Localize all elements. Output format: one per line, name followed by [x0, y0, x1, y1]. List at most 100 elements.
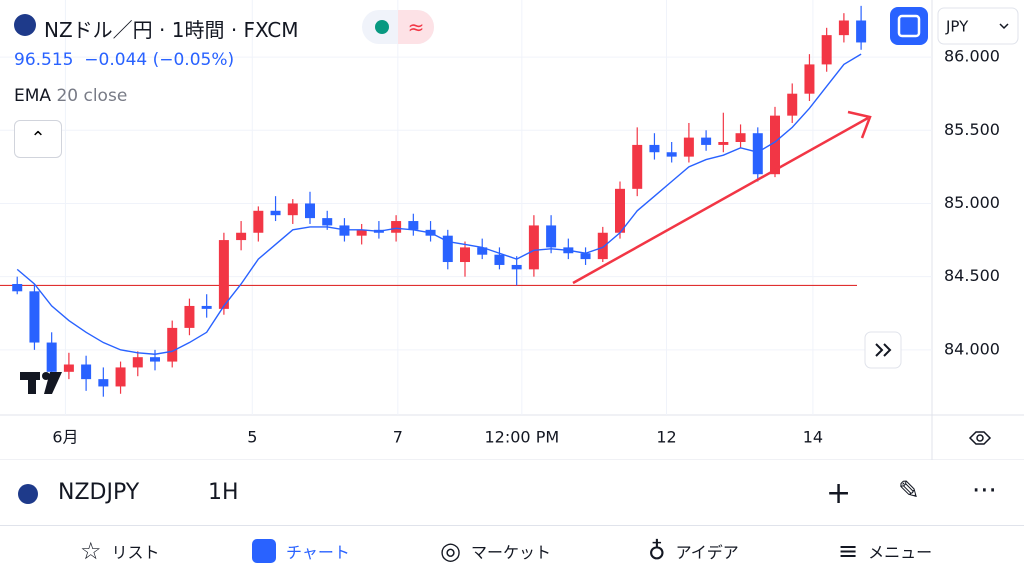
nav-label: リスト	[111, 543, 160, 562]
candle-body	[339, 225, 350, 236]
change: −0.044 (−0.05%)	[84, 50, 235, 70]
candle-body	[701, 137, 712, 145]
fullscreen-icon	[897, 14, 921, 38]
candle-body	[29, 291, 40, 343]
candle-body	[132, 357, 143, 368]
chart: JPY 86.000 85.500 85.000 84.500 84.000 6月 5 7 12…	[0, 0, 1024, 460]
nav-label: チャート	[286, 543, 350, 562]
candle-body	[63, 364, 74, 372]
candle-body	[804, 64, 815, 94]
nav-label: アイデア	[675, 543, 739, 562]
nav-item[interactable]: チャート	[252, 526, 350, 576]
y-tick-label: 84.500	[944, 266, 1000, 285]
candle-body	[201, 305, 212, 309]
y-tick-label: 85.500	[944, 120, 1000, 139]
toolbar-symbol[interactable]: NZDJPY	[58, 480, 140, 505]
currency: JPY	[945, 18, 969, 36]
toolbar-interval[interactable]: 1H	[208, 480, 239, 505]
candle-body	[287, 203, 298, 216]
x-tick-label: 5	[247, 428, 257, 447]
candle-body	[305, 203, 315, 219]
candle-body	[236, 232, 247, 241]
status-pill: ≈	[362, 10, 434, 44]
price-line: 96.515 −0.044 (−0.05%)	[14, 50, 234, 70]
candle-body	[98, 379, 109, 387]
x-tick-label: 12	[656, 428, 676, 447]
x-tick-label: 7	[393, 428, 403, 447]
currency-button[interactable]	[937, 7, 1019, 45]
candle-body	[167, 327, 178, 362]
add-button[interactable]: +	[826, 476, 852, 511]
x-tick-label: 12:00 PM	[485, 428, 560, 447]
candle-body	[442, 235, 453, 263]
y-tick-label: 84.000	[944, 339, 1000, 358]
scroll-icon	[875, 343, 892, 357]
x-tick-label: 14	[803, 428, 823, 447]
price: 96.515	[14, 50, 74, 70]
candle-body	[528, 225, 539, 270]
candle-body	[838, 20, 849, 36]
candle-body	[597, 232, 608, 260]
candle-body	[770, 115, 780, 175]
ema-line	[16, 53, 862, 355]
indicator-line: EMA 20 close	[14, 86, 127, 106]
candle-body	[821, 35, 832, 65]
tv-logo	[20, 372, 62, 394]
candle-body	[752, 133, 763, 175]
candle-body	[270, 210, 281, 216]
y-tick-label: 86.000	[944, 47, 1000, 66]
draw-button[interactable]: ✎	[898, 476, 920, 506]
candle-body	[218, 240, 229, 309]
nav-label: メニュー	[868, 543, 933, 562]
candle-body	[115, 367, 126, 387]
symbol-title[interactable]: NZドル／円 · 1時間 · FXCM	[44, 18, 299, 42]
candle-body	[494, 254, 505, 265]
settings-dot	[976, 434, 984, 442]
candle-body	[546, 225, 557, 248]
plot	[0, 0, 932, 415]
candle-body	[511, 264, 522, 270]
candle-body	[184, 305, 195, 328]
candle-body	[391, 221, 402, 233]
nav-item[interactable]: ◎ マーケット	[440, 537, 551, 565]
nav-item[interactable]: ≡ メニュー	[838, 537, 933, 565]
candle-body	[735, 133, 746, 142]
flag-icon	[14, 14, 36, 36]
candle-body	[632, 144, 643, 189]
candle-body	[322, 218, 333, 226]
candle-body	[856, 20, 867, 43]
candle-body	[150, 357, 160, 362]
candle-body	[81, 364, 92, 380]
candle-body	[718, 141, 729, 145]
collapse-button[interactable]: ⌃	[14, 120, 62, 158]
x-tick-label: 6月	[52, 428, 78, 447]
candle-body	[460, 247, 470, 263]
trend-arrow	[572, 116, 869, 285]
candle-body	[46, 342, 57, 372]
candle-body	[580, 253, 591, 260]
more-button[interactable]: ···	[972, 476, 997, 506]
candle-body	[615, 188, 625, 233]
candle-body	[649, 144, 660, 153]
nav-item[interactable]: ☆ リスト	[80, 537, 160, 565]
nav-item[interactable]: ♁ アイデア	[648, 537, 739, 565]
candle-body	[666, 152, 677, 157]
arrow-head	[847, 110, 872, 139]
candle-body	[787, 93, 798, 116]
fullscreen-button[interactable]	[890, 7, 928, 45]
candle-body	[12, 283, 23, 292]
nav-label: マーケット	[470, 543, 551, 562]
toolbar-flag	[18, 484, 38, 504]
nav-border	[0, 525, 1024, 526]
indicator-params: 20 close	[56, 86, 128, 106]
candle-body	[356, 229, 367, 236]
candle-body	[477, 247, 488, 255]
settings-icon[interactable]	[968, 431, 992, 445]
indicator: EMA	[14, 86, 52, 106]
candle-body	[408, 221, 419, 230]
candle-body	[683, 137, 694, 157]
y-tick-label: 85.000	[944, 193, 1000, 212]
chevron	[999, 23, 1009, 30]
candle-body	[253, 210, 264, 233]
